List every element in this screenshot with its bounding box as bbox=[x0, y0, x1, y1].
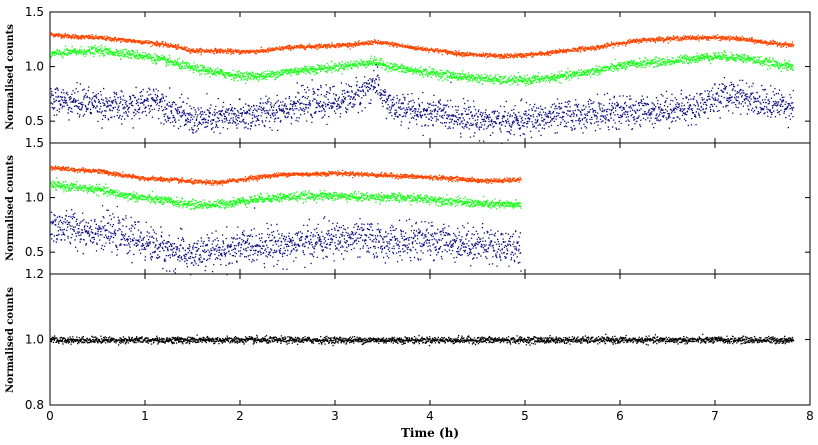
x-tick-label: 5 bbox=[521, 409, 529, 423]
series-0-points bbox=[50, 32, 795, 59]
x-tick-label: 7 bbox=[711, 409, 719, 423]
top-panel-ticks: 0.5 1.0 1.5 bbox=[25, 5, 811, 143]
x-tick-label: 4 bbox=[426, 409, 434, 423]
top-panel-marks bbox=[50, 32, 795, 144]
middle-panel-ticks: 0.5 1.0 1.5 bbox=[25, 136, 811, 274]
x-tick-label: 8 bbox=[806, 409, 814, 423]
y-tick-label: 1.5 bbox=[25, 136, 44, 150]
y-tick-label: 0.8 bbox=[25, 398, 44, 412]
y-tick-label: 0.5 bbox=[25, 245, 44, 259]
top-panel-frame bbox=[49, 11, 811, 144]
y-tick-label: 1.0 bbox=[25, 191, 44, 205]
y-tick-label: 1.0 bbox=[25, 333, 44, 347]
series-2-points bbox=[50, 64, 795, 144]
y-tick-label: 1.0 bbox=[25, 60, 44, 74]
x-tick-label: 6 bbox=[616, 409, 624, 423]
y-tick-label: 0.5 bbox=[25, 114, 44, 128]
middle-panel-frame bbox=[49, 142, 811, 275]
y-tick-label: 1.2 bbox=[25, 267, 44, 281]
top-panel: 0.5 1.0 1.5 Normalised counts bbox=[5, 5, 811, 144]
series-1-points bbox=[50, 177, 522, 210]
series-0-points bbox=[50, 165, 522, 186]
x-tick-label: 2 bbox=[236, 409, 244, 423]
series-0-points bbox=[50, 333, 795, 347]
series-2-points bbox=[50, 205, 522, 276]
bottom-panel-ylabel: Normalised counts bbox=[5, 287, 16, 393]
x-tick-label: 0 bbox=[46, 409, 54, 423]
bottom-panel: 0.8 1.0 1.2 0 1 2 3 4 5 6 7 8 Normalised counts Tim… bbox=[5, 267, 814, 440]
bottom-panel-marks bbox=[50, 333, 795, 347]
x-axis-label: Time (h) bbox=[401, 426, 459, 440]
bottom-panel-ticks: 0.8 1.0 1.2 0 1 2 3 4 5 6 7 8 bbox=[25, 267, 814, 423]
middle-panel: 0.5 1.0 1.5 Normalised counts bbox=[5, 136, 811, 276]
middle-panel-ylabel: Normalised counts bbox=[5, 155, 16, 261]
y-tick-label: 1.5 bbox=[25, 5, 44, 19]
x-tick-label: 1 bbox=[141, 409, 149, 423]
middle-panel-marks bbox=[50, 165, 522, 276]
series-1-points bbox=[50, 44, 795, 87]
x-tick-label: 3 bbox=[331, 409, 339, 423]
top-panel-ylabel: Normalised counts bbox=[5, 24, 16, 130]
